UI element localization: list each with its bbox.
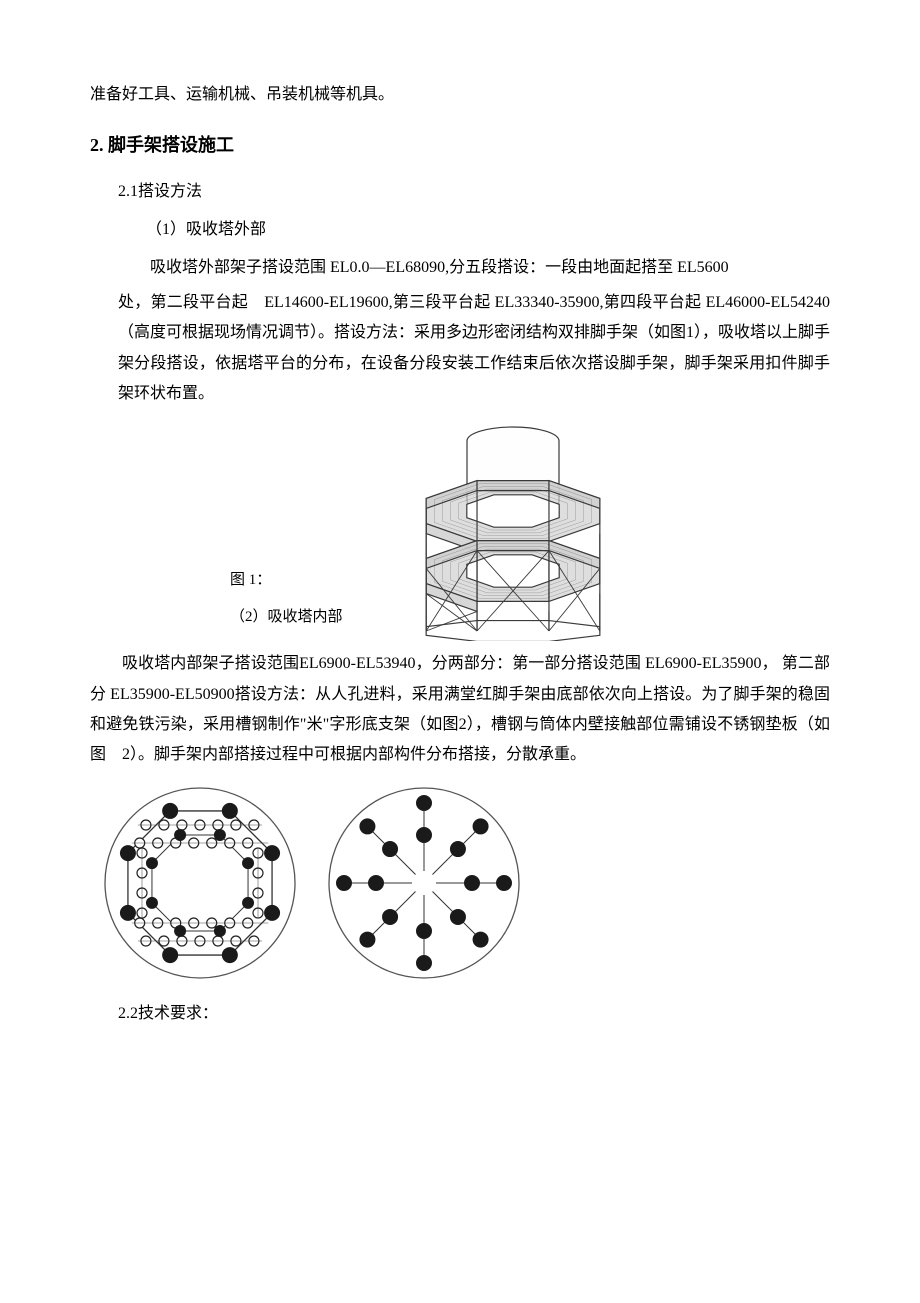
- item-2-title: （2）吸收塔内部: [230, 603, 343, 632]
- section-2-heading: 2. 脚手架搭设施工: [90, 128, 830, 162]
- item1-para-line2: 处，第二段平台起 EL14600-EL19600,第三段平台起 EL33340-…: [118, 288, 830, 410]
- section-title: 脚手架搭设施工: [108, 135, 234, 155]
- figure-1-caption: 图 1：: [230, 566, 343, 595]
- item-1-title: （1）吸收塔外部: [146, 215, 830, 245]
- figure-1-block: 图 1： （2）吸收塔内部: [90, 421, 830, 641]
- intro-line: 准备好工具、运输机械、吊装机械等机具。: [90, 80, 830, 110]
- figure-1-svg: [373, 421, 653, 641]
- section-number: 2.: [90, 135, 104, 155]
- sub-2-1-heading: 2.1搭设方法: [118, 177, 830, 207]
- sub-2-2-heading: 2.2技术要求：: [118, 999, 830, 1029]
- figure-2b-svg: [324, 783, 524, 983]
- figure-2a-svg: [100, 783, 300, 983]
- item2-para: 吸收塔内部架子搭设范围EL6900-EL53940，分两部分：第一部分搭设范围 …: [90, 649, 830, 771]
- item1-para-line1: 吸收塔外部架子搭设范围 EL0.0—EL68090,分五段搭设：一段由地面起搭至…: [118, 253, 830, 283]
- figure-2-block: [100, 783, 830, 983]
